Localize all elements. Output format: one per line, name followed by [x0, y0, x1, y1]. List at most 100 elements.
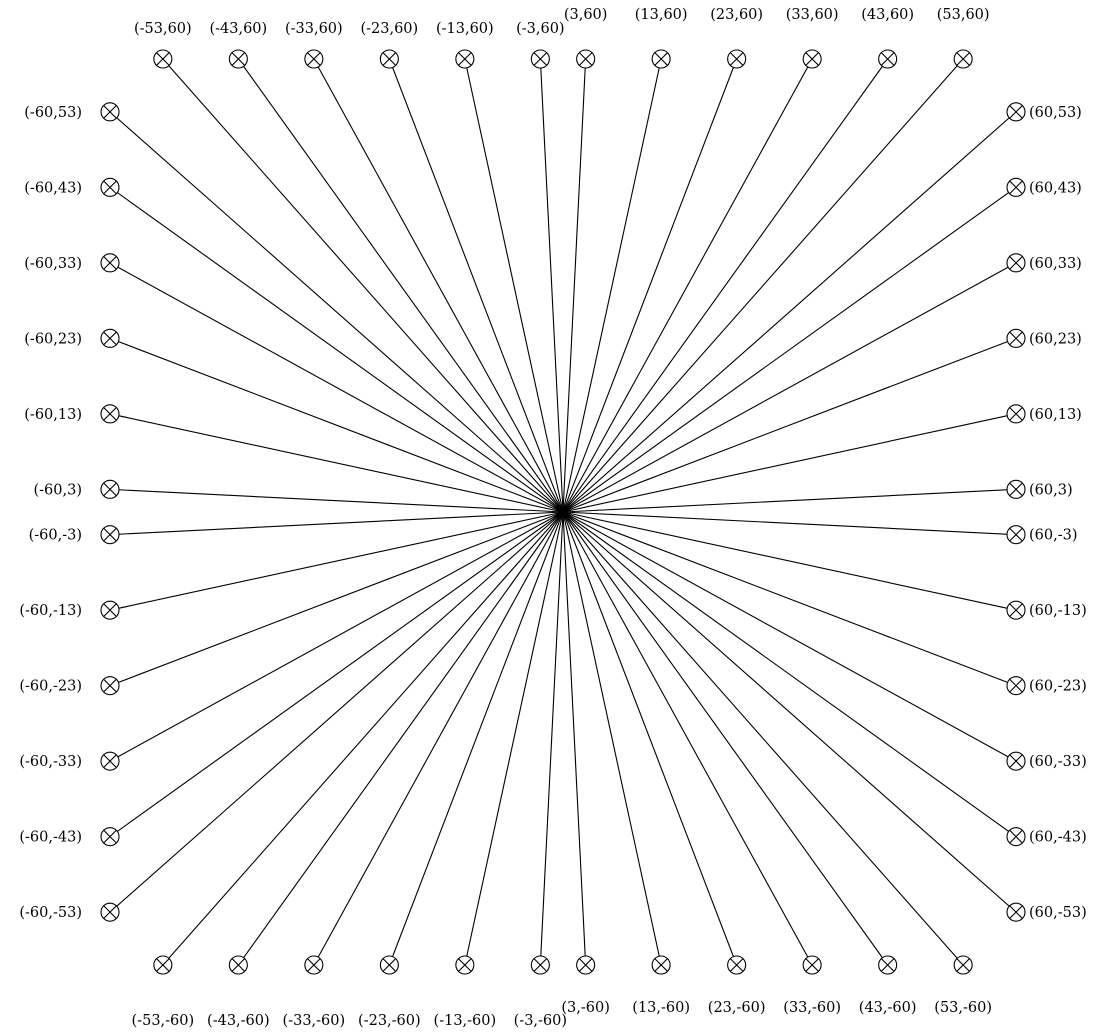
node--60_-43 — [101, 828, 119, 846]
ray--60_-23 — [110, 512, 563, 686]
ray-3_60 — [563, 59, 586, 512]
ray--3_60 — [540, 59, 563, 512]
node-label: (-60,-53) — [19, 905, 82, 921]
ray--60_23 — [110, 338, 563, 512]
node-label: (-60,53) — [24, 105, 82, 121]
node-label: (60,3) — [1029, 482, 1073, 498]
node-label: (-60,33) — [24, 256, 82, 272]
node-label: (60,-33) — [1029, 754, 1087, 770]
node-43_-60 — [879, 956, 897, 974]
node--60_13 — [101, 405, 119, 423]
node-3_-60 — [577, 956, 595, 974]
ray--53_-60 — [163, 512, 563, 965]
node-label: (43,-60) — [859, 1000, 917, 1016]
ray-60_3 — [563, 489, 1016, 512]
node-label: (-60,43) — [24, 180, 82, 196]
node-3_60 — [577, 50, 595, 68]
node--23_-60 — [380, 956, 398, 974]
ray-53_-60 — [563, 512, 963, 965]
node-label: (53,60) — [937, 7, 990, 23]
ray--3_-60 — [540, 512, 563, 965]
node--60_-33 — [101, 752, 119, 770]
node-60_23 — [1007, 329, 1025, 347]
node-23_-60 — [728, 956, 746, 974]
node-label: (33,60) — [786, 7, 839, 23]
node-label: (-53,-60) — [132, 1013, 195, 1029]
node-label: (-23,60) — [360, 21, 418, 37]
node-label: (60,53) — [1029, 105, 1082, 121]
node-label: (3,60) — [564, 7, 608, 23]
rays-layer — [110, 59, 1016, 965]
node-label: (53,-60) — [934, 1000, 992, 1016]
node-label: (43,60) — [861, 7, 914, 23]
ray--60_53 — [110, 112, 563, 512]
node--60_-3 — [101, 526, 119, 544]
node-label: (-60,3) — [34, 482, 83, 498]
node-33_-60 — [803, 956, 821, 974]
node--43_60 — [229, 50, 247, 68]
node-60_-3 — [1007, 526, 1025, 544]
ray-53_60 — [563, 59, 963, 512]
node--33_60 — [305, 50, 323, 68]
ray-23_-60 — [563, 512, 737, 965]
node-13_60 — [652, 50, 670, 68]
node-label: (33,-60) — [783, 1000, 841, 1016]
node--3_-60 — [531, 956, 549, 974]
node-label: (-3,-60) — [514, 1013, 567, 1029]
node--3_60 — [531, 50, 549, 68]
node-label: (-13,60) — [436, 21, 494, 37]
node--60_33 — [101, 254, 119, 272]
node--33_-60 — [305, 956, 323, 974]
node-43_60 — [879, 50, 897, 68]
node-label: (-60,-23) — [19, 679, 82, 695]
node-label: (-43,60) — [209, 21, 267, 37]
node-label: (13,60) — [635, 7, 688, 23]
node-53_60 — [954, 50, 972, 68]
node-label: (60,33) — [1029, 256, 1082, 272]
node--13_-60 — [456, 956, 474, 974]
node-label: (23,-60) — [708, 1000, 766, 1016]
ray--60_-3 — [110, 512, 563, 535]
node-label: (60,-43) — [1029, 830, 1087, 846]
node-label: (-43,-60) — [207, 1013, 270, 1029]
node--60_53 — [101, 103, 119, 121]
ray--60_3 — [110, 489, 563, 512]
node-60_-23 — [1007, 677, 1025, 695]
node-23_60 — [728, 50, 746, 68]
node-60_53 — [1007, 103, 1025, 121]
ray-23_60 — [563, 59, 737, 512]
node-label: (-13,-60) — [434, 1013, 497, 1029]
node--43_-60 — [229, 956, 247, 974]
node-label: (3,-60) — [561, 1000, 610, 1016]
ray--53_60 — [163, 59, 563, 512]
node-label: (60,-23) — [1029, 679, 1087, 695]
node-label: (60,-13) — [1029, 603, 1087, 619]
node-60_-33 — [1007, 752, 1025, 770]
node-label: (-60,-13) — [19, 603, 82, 619]
node-60_3 — [1007, 480, 1025, 498]
ray--23_-60 — [389, 512, 563, 965]
node-label: (-60,-43) — [19, 830, 82, 846]
node-label: (-33,-60) — [283, 1013, 346, 1029]
node--53_60 — [154, 50, 172, 68]
node-label: (60,13) — [1029, 407, 1082, 423]
ray--23_60 — [389, 59, 563, 512]
node-label: (-60,23) — [24, 331, 82, 347]
node--60_-13 — [101, 601, 119, 619]
ray-3_-60 — [563, 512, 586, 965]
node-53_-60 — [954, 956, 972, 974]
node-label: (13,-60) — [632, 1000, 690, 1016]
node-label: (60,43) — [1029, 180, 1082, 196]
node-33_60 — [803, 50, 821, 68]
node--53_-60 — [154, 956, 172, 974]
node-label: (-23,-60) — [358, 1013, 421, 1029]
node-60_-53 — [1007, 903, 1025, 921]
node-60_33 — [1007, 254, 1025, 272]
node--60_-53 — [101, 903, 119, 921]
node-label: (60,23) — [1029, 331, 1082, 347]
ray-60_-53 — [563, 512, 1016, 912]
node-label: (-53,60) — [134, 21, 192, 37]
node--23_60 — [380, 50, 398, 68]
ray-60_53 — [563, 112, 1016, 512]
